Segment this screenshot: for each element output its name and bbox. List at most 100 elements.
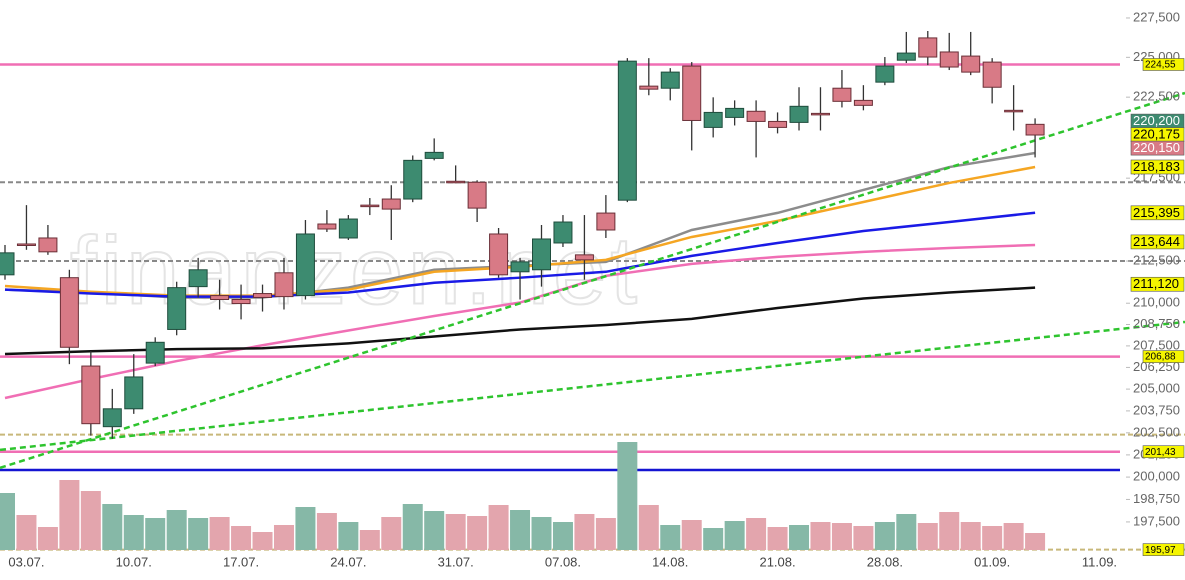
x-tick-label: 11.09. (1082, 554, 1117, 569)
candle-body (16, 243, 36, 246)
volume-bar (338, 522, 359, 550)
price-label: 195,97 (1145, 545, 1176, 556)
x-tick-label: 17.07. (223, 554, 259, 569)
volume-bar (145, 518, 166, 550)
volume-bar (488, 505, 509, 550)
volume-bar (59, 480, 80, 550)
candle-body (446, 180, 466, 184)
volume-bar (638, 505, 659, 550)
x-tick-label: 28.08. (867, 554, 903, 569)
price-label-box (1130, 205, 1185, 221)
y-tick-label: 208,750 (1133, 316, 1180, 331)
volume-bar (316, 513, 337, 550)
candle-body (102, 408, 122, 428)
candle-body (59, 277, 79, 348)
candle-body (338, 218, 358, 239)
volume-bar (295, 507, 316, 550)
volume-bar (939, 512, 960, 550)
price-label: 224,55 (1145, 60, 1176, 71)
moving-average (4, 286, 1036, 356)
candle-body (210, 295, 230, 300)
candle-body (725, 107, 745, 118)
price-label: 218,183 (1133, 159, 1180, 174)
volume-bar (960, 522, 981, 550)
candle-body (403, 159, 423, 200)
volume-bar (681, 520, 702, 550)
volume-bar (574, 514, 595, 550)
candle-body (467, 181, 487, 209)
x-tick-label: 14.08. (652, 554, 688, 569)
volume-bar (917, 523, 938, 550)
price-label: 215,395 (1133, 205, 1180, 220)
price-label-box (1142, 543, 1185, 556)
volume-bar (552, 522, 573, 550)
y-tick-label: 197,500 (1133, 513, 1180, 528)
price-label: 220,200 (1133, 113, 1180, 128)
candle-body (574, 254, 594, 261)
volume-bar (166, 510, 187, 550)
y-tick-label: 200,000 (1133, 469, 1180, 484)
x-tick-label: 03.07. (8, 554, 44, 569)
price-label-box (1142, 350, 1185, 363)
volume-bar (80, 491, 101, 550)
candle-body (789, 105, 809, 123)
candle-body (295, 233, 315, 297)
x-tick-label: 24.07. (330, 554, 366, 569)
volume-bar (595, 518, 616, 550)
volume-bar (510, 510, 531, 550)
volume-bar (896, 514, 917, 550)
volume-bar (853, 526, 874, 550)
y-tick-label: 203,750 (1133, 402, 1180, 417)
y-tick-label: 202,500 (1133, 424, 1180, 439)
volume-bar (746, 518, 767, 550)
candle-body (939, 51, 959, 68)
price-label-box (1130, 140, 1185, 156)
candle-body (961, 55, 981, 73)
y-tick-label: 227,500 (1133, 9, 1180, 24)
candle-body (274, 272, 294, 298)
price-label-box (1130, 159, 1185, 175)
volume-bar (102, 504, 123, 550)
x-tick-label: 21.08. (759, 554, 795, 569)
candle-body (489, 233, 509, 276)
y-tick-label: 222,500 (1133, 89, 1180, 104)
volume-bar (789, 525, 810, 550)
candle-body (1004, 109, 1024, 113)
price-label: 201,43 (1145, 447, 1176, 458)
trendline (0, 91, 1185, 470)
candle-body (810, 112, 830, 116)
volume-bar (767, 527, 788, 550)
candle-body (896, 52, 916, 61)
candle-body (875, 65, 895, 83)
volume-bar (1003, 523, 1024, 550)
candle-body (231, 298, 251, 305)
candle-body (918, 37, 938, 58)
volume-bar (359, 530, 380, 550)
y-tick-label: 198,750 (1133, 491, 1180, 506)
volume-bar (810, 522, 831, 550)
volume-bar (16, 515, 37, 550)
volume-bar (445, 514, 466, 550)
volume-bar (617, 442, 638, 550)
candle-body (317, 223, 337, 230)
volume-bar (0, 493, 15, 550)
volume-bar (874, 522, 895, 550)
candle-body (832, 87, 852, 102)
candle-body (532, 238, 551, 271)
volume-bar (123, 515, 144, 550)
candle-body (982, 61, 1002, 88)
x-tick-label: 01.09. (974, 554, 1010, 569)
volume-bar (402, 504, 423, 550)
volume-bar (467, 516, 488, 550)
volume-bar (724, 521, 745, 550)
candle-body (424, 151, 444, 159)
volume-bar (1025, 533, 1046, 550)
candle-body (746, 110, 766, 122)
volume-bar (231, 526, 252, 550)
candle-body (853, 99, 873, 106)
candle-body (510, 261, 530, 273)
price-label: 211,120 (1133, 276, 1179, 291)
volume-bar (252, 532, 273, 550)
volume-bar (381, 517, 402, 550)
